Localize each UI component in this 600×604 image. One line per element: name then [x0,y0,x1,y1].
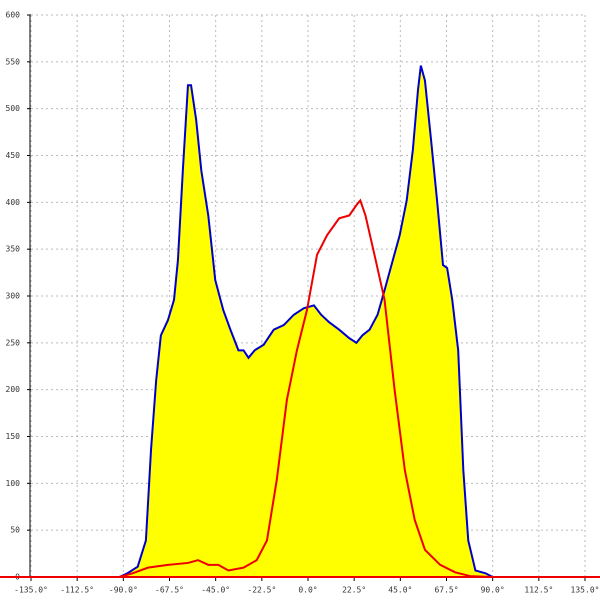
y-tick-label: 500 [6,104,21,113]
y-tick-label: 250 [6,338,21,347]
x-tick-label: -45.0° [201,586,230,595]
y-tick-label: 400 [6,198,21,207]
x-tick-label: 67.5° [434,586,458,595]
y-tick-label: 550 [6,57,21,66]
x-tick-label: 0.0° [298,586,317,595]
line [119,65,494,578]
y-tick-label: 50 [10,526,20,535]
y-tick-label: 200 [6,385,21,394]
x-tick-label: 45.0° [388,586,412,595]
x-tick-label: -135.0° [14,586,48,595]
x-tick-label: 135.0° [571,586,600,595]
y-tick-label: 350 [6,245,21,254]
y-tick-label: 300 [6,292,21,301]
x-tick-label: 22.5° [342,586,366,595]
x-tick-label: 112.5° [524,586,553,595]
line [118,198,493,578]
y-tick-label: 450 [6,151,21,160]
y-tick-label: 150 [6,432,21,441]
x-tick-label: -90.0° [109,586,138,595]
x-tick-label: 90.0° [481,586,505,595]
x-tick-label: -67.5° [155,586,184,595]
x-tick-label: -112.5° [60,586,94,595]
y-tick-label: 100 [6,479,21,488]
x-tick-label: -22.5° [247,586,276,595]
y-tick-label: 600 [6,11,21,20]
area-fill [119,65,493,577]
